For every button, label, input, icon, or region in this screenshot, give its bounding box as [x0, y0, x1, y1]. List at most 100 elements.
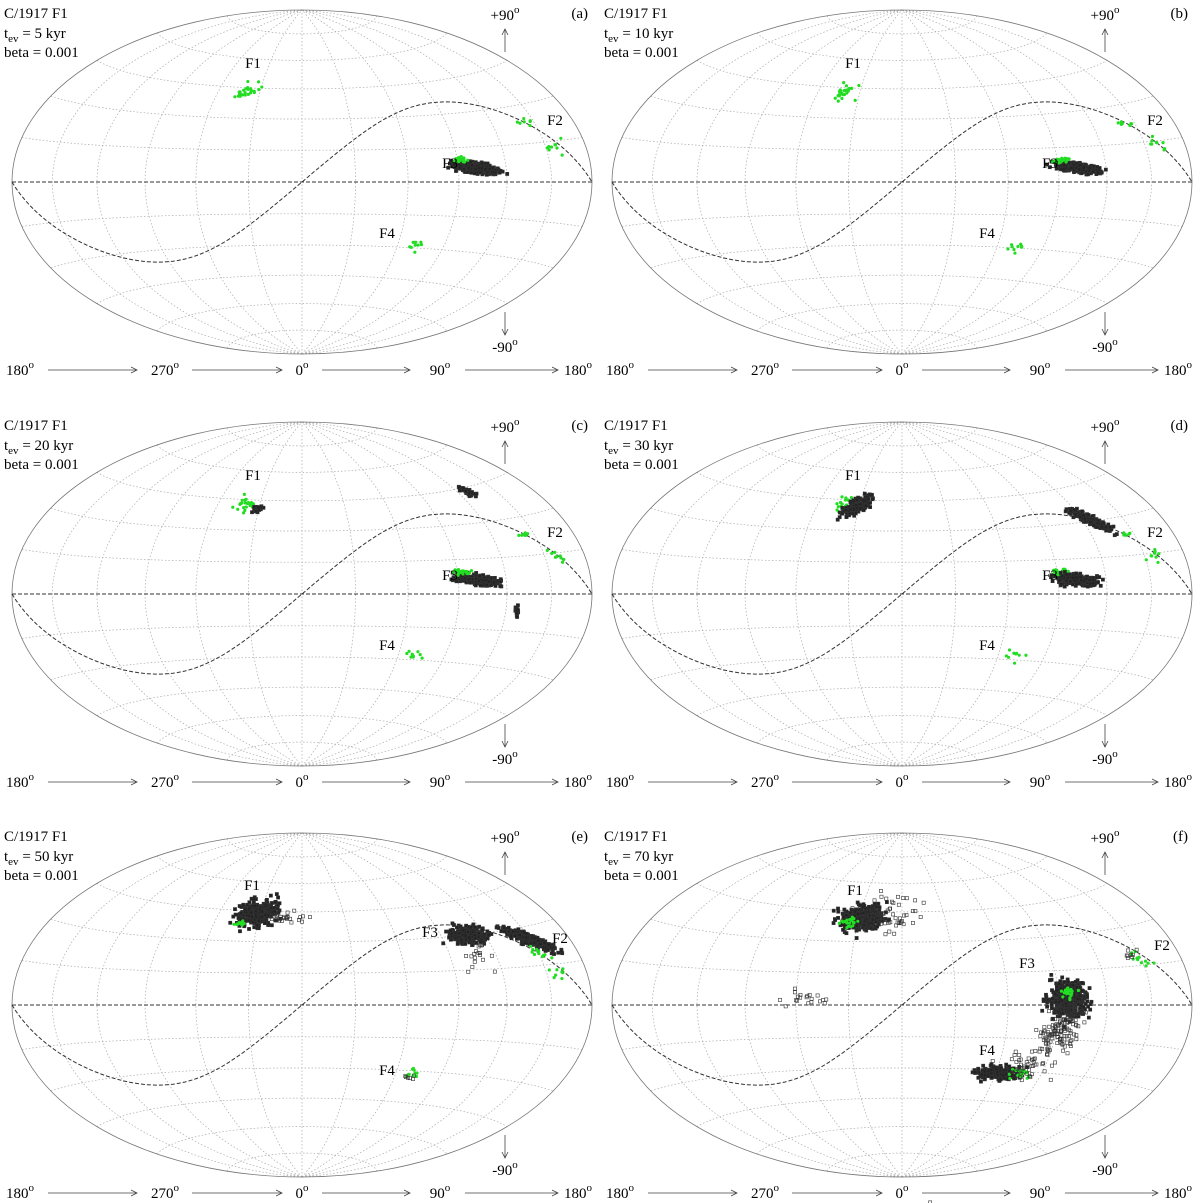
particle [419, 243, 424, 247]
particle [1046, 1041, 1051, 1046]
particle [546, 942, 551, 947]
particle [1044, 995, 1049, 999]
particle [243, 907, 248, 912]
axis-arrow [648, 778, 738, 786]
particle [518, 121, 522, 125]
longitude-label-value: 180 [606, 775, 629, 791]
particle [239, 911, 243, 916]
particle [1078, 1004, 1083, 1008]
longitude-label-value: 0 [896, 1186, 904, 1202]
particle [562, 557, 566, 562]
particle [270, 901, 274, 905]
particle [1018, 1075, 1022, 1080]
particle [1073, 512, 1078, 517]
particle [793, 986, 797, 991]
panel-label: (b) [1171, 6, 1189, 22]
particle [1001, 1073, 1006, 1078]
particle [1072, 507, 1076, 512]
particle [1009, 1057, 1014, 1062]
parallel [21, 549, 583, 563]
particle [241, 511, 246, 515]
longitude-label: 180o [606, 1182, 635, 1202]
axis-arrow [192, 1189, 283, 1197]
particle [836, 505, 840, 509]
axis-arrow [648, 1189, 738, 1197]
parallel [696, 1097, 1108, 1127]
particle [409, 655, 413, 659]
particle [244, 918, 249, 923]
particle [795, 998, 799, 1003]
t-value: = 10 kyr [619, 26, 674, 42]
particle [893, 916, 898, 921]
source-label: F4 [379, 1063, 395, 1079]
particle [472, 959, 477, 964]
particle [479, 166, 484, 171]
particle [561, 967, 565, 971]
longitude-label-value: 180 [1164, 775, 1187, 791]
particle [413, 250, 417, 254]
particle [278, 914, 283, 919]
particle [1096, 580, 1100, 585]
particle [1077, 581, 1082, 586]
parallel [756, 444, 1048, 473]
parallel [696, 686, 1108, 716]
parallel [650, 918, 1154, 943]
particle [1060, 1007, 1065, 1012]
particle [530, 950, 534, 954]
t-value: = 30 kyr [619, 438, 674, 454]
particle [836, 94, 840, 98]
particle [236, 507, 240, 511]
particle [872, 898, 877, 903]
particle [555, 146, 559, 150]
parallel [226, 838, 378, 858]
particle [989, 1068, 994, 1073]
particle [1055, 157, 1059, 161]
particle [480, 943, 484, 947]
particle [1080, 1000, 1085, 1005]
particle [513, 934, 518, 938]
particle [1139, 961, 1143, 965]
particle [905, 896, 909, 901]
south-label: -90o [1092, 1159, 1118, 1179]
particle [990, 1059, 995, 1063]
particle [1074, 1037, 1079, 1042]
particle [470, 943, 474, 948]
particle [840, 495, 844, 499]
particle [1014, 652, 1018, 656]
particle [1040, 1062, 1045, 1067]
particle [805, 993, 810, 998]
particle [902, 913, 907, 918]
particle [836, 909, 841, 914]
parallel [756, 1126, 1048, 1155]
particle [474, 571, 479, 575]
particle [420, 656, 424, 660]
particle [1078, 993, 1082, 998]
source-label: F2 [1154, 938, 1170, 954]
particle [837, 921, 841, 925]
particle [913, 909, 918, 914]
particle [1072, 1011, 1077, 1016]
particle [869, 906, 874, 911]
longitude-label: 90o [430, 1182, 451, 1202]
degree-mark: o [587, 1182, 593, 1194]
beta-label: beta = 0.001 [4, 45, 79, 61]
degree-mark: o [1114, 827, 1120, 839]
south-arrow [501, 312, 509, 336]
particle [845, 921, 849, 925]
particle [464, 953, 468, 958]
meridian [696, 421, 903, 767]
particle [1052, 1010, 1057, 1015]
degree-mark: o [303, 771, 309, 783]
particle [1086, 172, 1090, 177]
particle [253, 909, 258, 914]
meridian [651, 9, 903, 355]
particle [1049, 1003, 1054, 1007]
particle [456, 573, 460, 578]
particle [528, 119, 532, 124]
particle [454, 169, 458, 173]
particle [1067, 1004, 1072, 1008]
particle [285, 910, 290, 915]
particle [1086, 513, 1091, 517]
particle [1062, 991, 1066, 995]
particle [899, 919, 904, 923]
